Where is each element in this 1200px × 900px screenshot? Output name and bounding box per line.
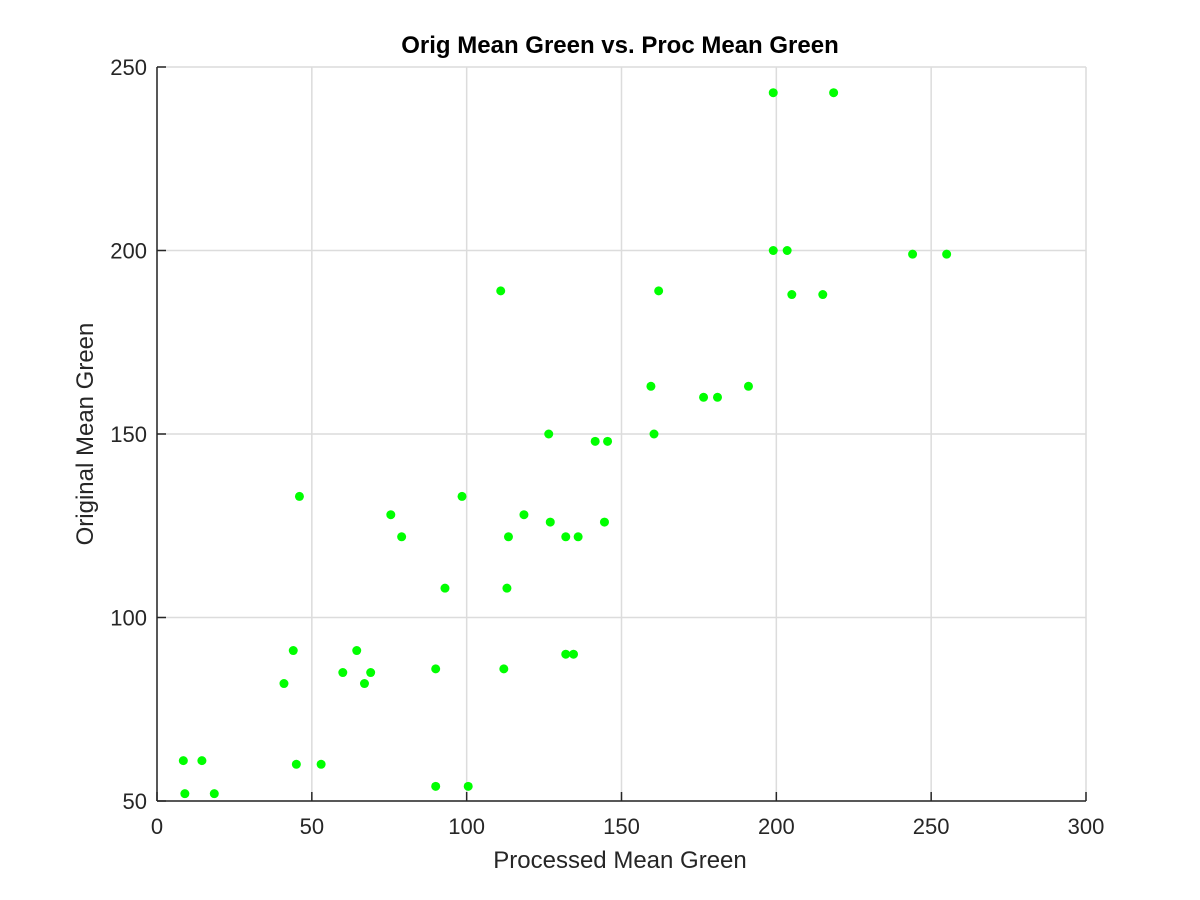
data-point (787, 290, 797, 300)
data-point (288, 646, 298, 656)
x-tick-label: 100 (448, 814, 485, 839)
data-point (768, 88, 778, 98)
data-point (209, 789, 219, 799)
chart-title: Orig Mean Green vs. Proc Mean Green (401, 32, 838, 59)
data-point (544, 429, 554, 439)
y-tick-label: 250 (110, 55, 147, 80)
data-point (519, 510, 529, 520)
data-point (818, 290, 828, 300)
data-point (569, 649, 579, 659)
data-point (712, 392, 722, 402)
data-point (561, 532, 571, 542)
x-tick-label: 50 (300, 814, 324, 839)
data-point (908, 249, 918, 259)
data-point (178, 756, 188, 766)
y-tick-label: 50 (123, 789, 147, 814)
y-axis-label: Original Mean Green (72, 323, 99, 546)
data-point (366, 668, 376, 678)
data-point (654, 286, 664, 296)
x-tick-label: 150 (603, 814, 640, 839)
data-point (503, 532, 513, 542)
data-point (457, 491, 467, 501)
x-tick-label: 200 (758, 814, 795, 839)
data-point (649, 429, 659, 439)
y-tick-label: 150 (110, 422, 147, 447)
data-point (573, 532, 583, 542)
data-point (316, 759, 326, 769)
x-tick-label: 300 (1068, 814, 1105, 839)
x-axis-label: Processed Mean Green (493, 847, 746, 874)
y-tick-label: 100 (110, 606, 147, 631)
data-point (699, 392, 709, 402)
data-point (590, 436, 600, 446)
data-point (338, 668, 348, 678)
y-tick-label: 200 (110, 239, 147, 264)
data-point (782, 246, 792, 255)
data-point (397, 532, 407, 542)
grid (156, 66, 1087, 802)
data-point (431, 781, 441, 791)
x-tick-label: 0 (151, 814, 163, 839)
data-point (646, 381, 656, 391)
data-point (743, 381, 753, 391)
data-point (768, 246, 778, 255)
data-point (496, 286, 506, 296)
data-point (603, 436, 613, 446)
data-point (359, 679, 369, 689)
data-point (499, 664, 509, 674)
data-point (829, 88, 839, 98)
data-point (279, 679, 289, 689)
data-point (502, 583, 512, 593)
data-point (294, 491, 304, 501)
data-points (178, 88, 952, 799)
data-point (197, 756, 207, 766)
data-point (942, 249, 952, 259)
data-point (386, 510, 396, 520)
data-point (431, 664, 441, 674)
data-point (291, 759, 301, 769)
x-tick-label: 250 (913, 814, 950, 839)
data-point (545, 517, 555, 527)
data-point (352, 646, 362, 656)
data-point (180, 789, 190, 799)
data-point (561, 649, 571, 659)
data-point (463, 781, 473, 791)
data-point (440, 583, 450, 593)
data-point (599, 517, 609, 527)
